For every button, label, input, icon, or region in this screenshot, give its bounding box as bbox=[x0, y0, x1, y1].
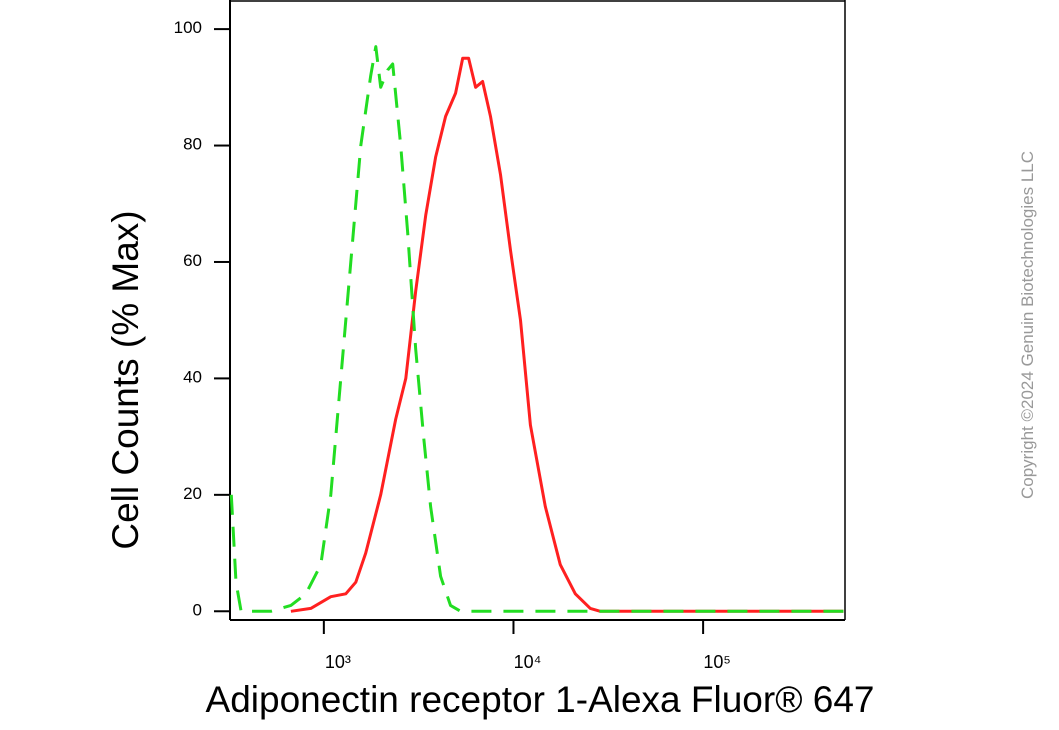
y-tick-label: 20 bbox=[183, 484, 202, 503]
copyright: Copyright ©2024 Genuin Biotechnologies L… bbox=[1018, 151, 1037, 499]
y-tick-label: 60 bbox=[183, 251, 202, 270]
y-tick-label: 80 bbox=[183, 135, 202, 154]
y-axis-label: Cell Counts (% Max) bbox=[105, 210, 146, 549]
x-tick-label: 10⁴ bbox=[514, 652, 542, 672]
x-tick-label: 10⁵ bbox=[703, 652, 730, 672]
x-axis-label: Adiponectin receptor 1-Alexa Fluor® 647 bbox=[206, 679, 875, 720]
series-line bbox=[290, 56, 844, 613]
y-tick-label: 40 bbox=[183, 367, 202, 386]
x-tick-label: 10³ bbox=[325, 652, 351, 672]
y-tick-label: 0 bbox=[193, 600, 202, 619]
series-line bbox=[229, 45, 844, 613]
y-tick-label: 100 bbox=[174, 18, 202, 37]
